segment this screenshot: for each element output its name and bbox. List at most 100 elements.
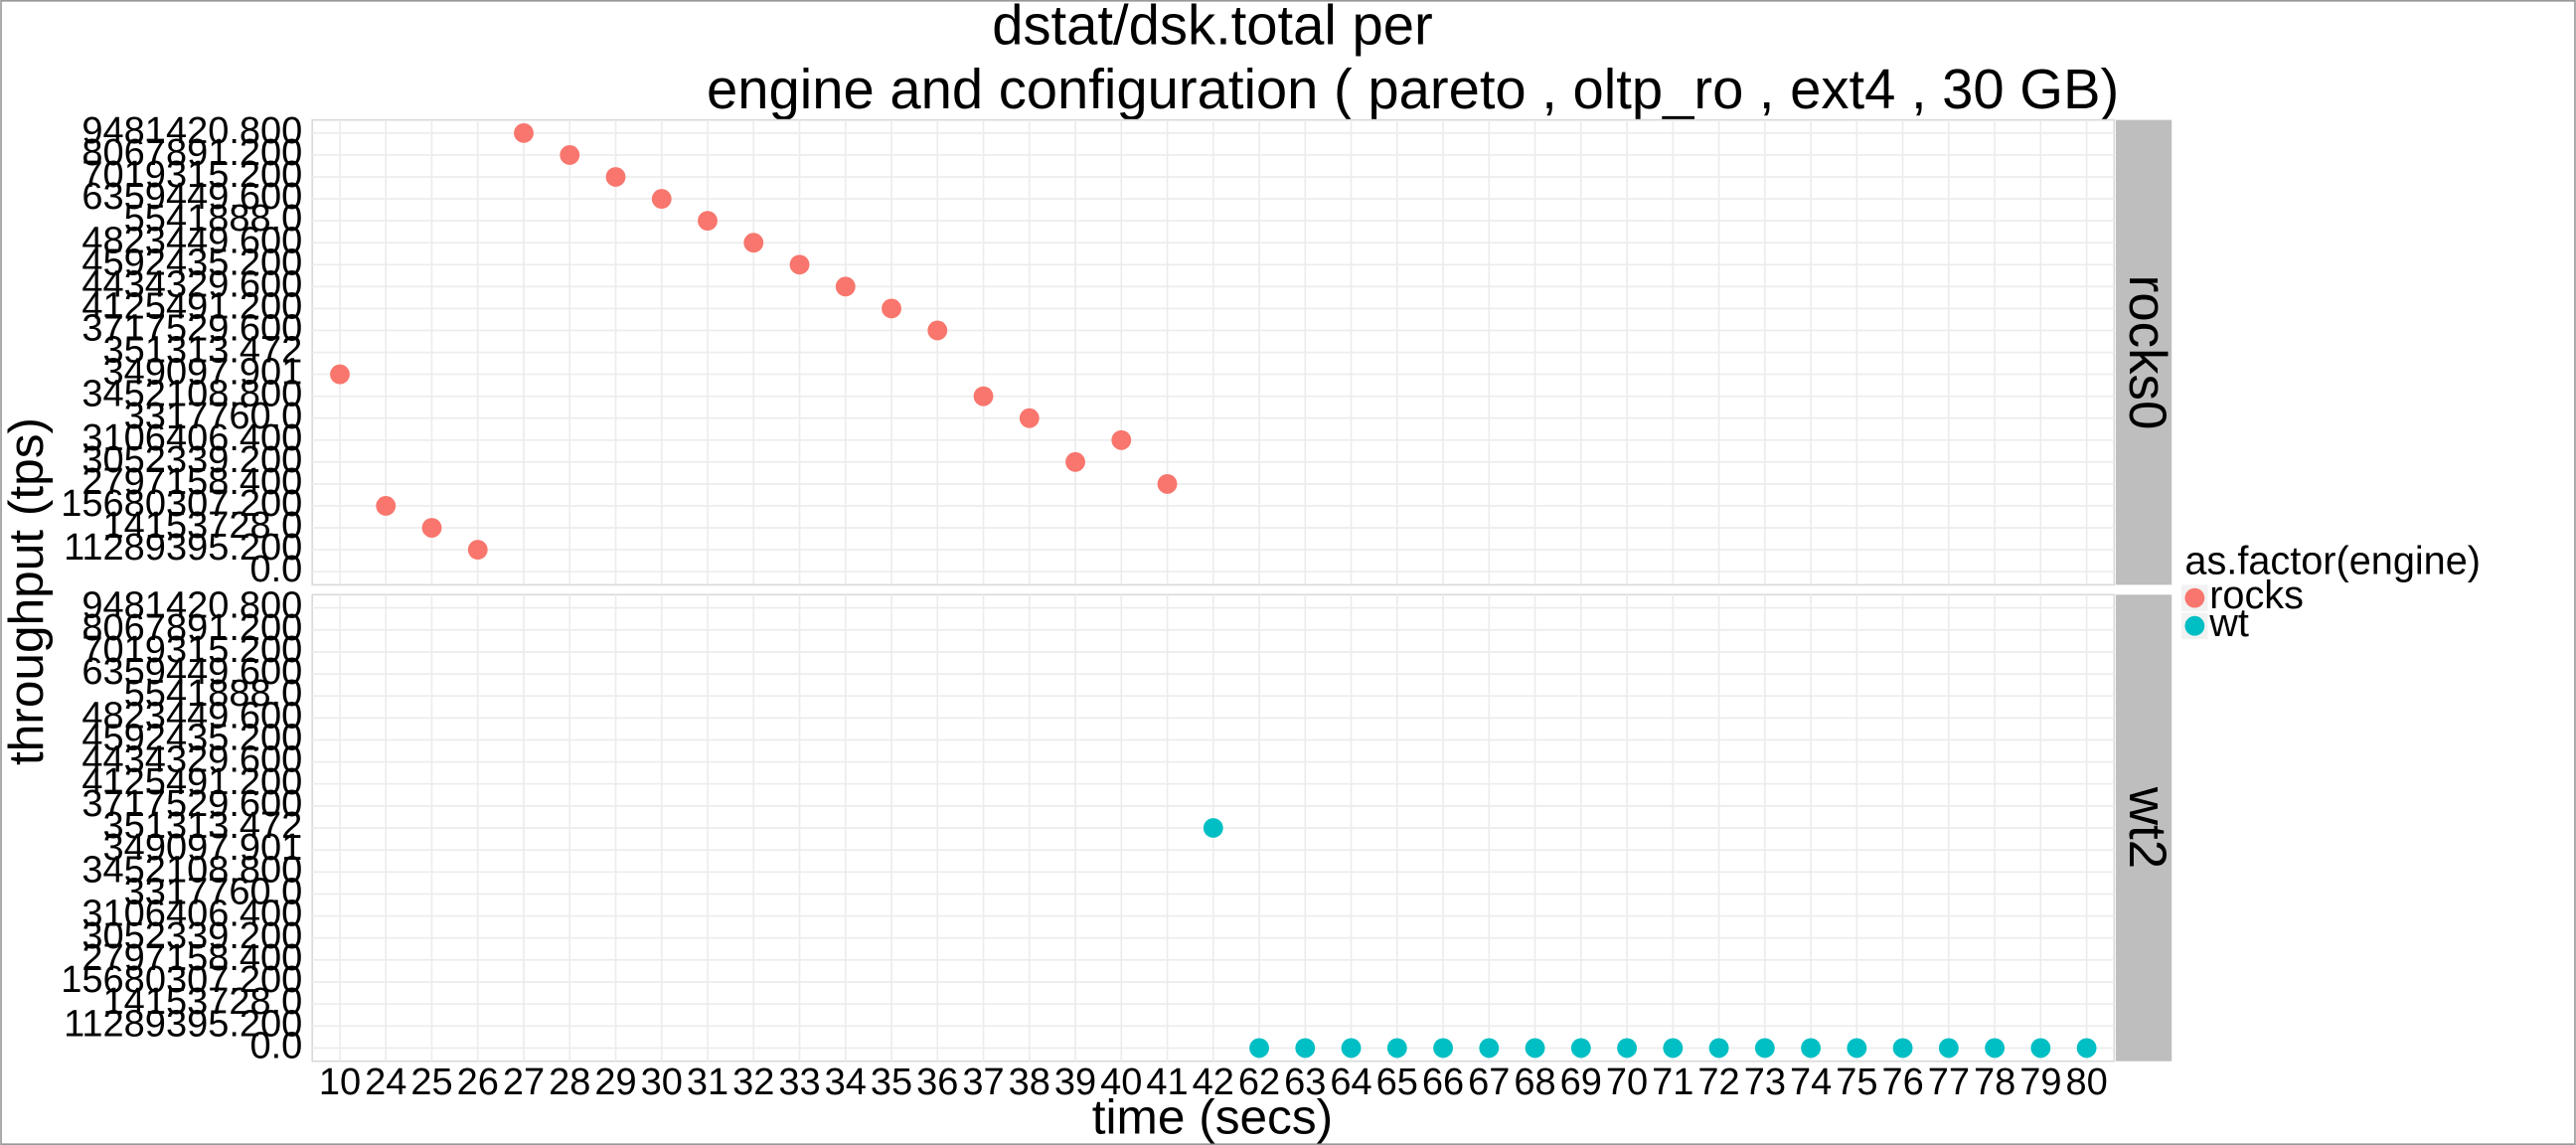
point — [1433, 1038, 1453, 1059]
y-tick-label: 4125491.200 — [81, 761, 302, 803]
legend-label: rocks — [2209, 573, 2304, 617]
legend-marker — [2184, 615, 2205, 636]
point — [973, 386, 994, 407]
point — [1019, 408, 1040, 428]
x-tick-label: 24 — [365, 1062, 406, 1103]
point — [2076, 1038, 2097, 1059]
legend-label: wt — [2208, 601, 2249, 645]
point — [698, 211, 718, 232]
x-tick-label: 67 — [1468, 1062, 1510, 1103]
x-tick-label: 39 — [1054, 1062, 1096, 1103]
x-tick-label: 36 — [916, 1062, 958, 1103]
point — [1203, 818, 1223, 838]
x-tick-label: 29 — [594, 1062, 636, 1103]
x-tick-label: 73 — [1744, 1062, 1786, 1103]
point — [1065, 451, 1085, 472]
point — [514, 122, 534, 143]
legend-marker — [2184, 587, 2205, 608]
y-tick-label: 4434329.600 — [81, 739, 302, 781]
point — [1525, 1038, 1545, 1059]
y-tick-label: 5541888.0 — [124, 198, 303, 240]
y-tick-label: 3717529.600 — [81, 783, 302, 825]
point — [1617, 1038, 1637, 1059]
chart-title: engine and configuration ( pareto , oltp… — [707, 58, 2119, 120]
y-tick-label: 2797158.400 — [81, 937, 302, 979]
y-tick-label: 6359449.600 — [81, 651, 302, 693]
x-tick-label: 70 — [1606, 1062, 1648, 1103]
y-tick-label: 3052339.200 — [81, 915, 302, 957]
x-tick-label: 75 — [1836, 1062, 1877, 1103]
y-tick-label: 349097.901 — [103, 827, 303, 869]
y-tick-label: 3452108.800 — [81, 374, 302, 415]
y-tick-label: 4434329.600 — [81, 263, 302, 305]
point — [467, 540, 488, 561]
y-tick-label: 349097.901 — [103, 352, 303, 394]
x-tick-label: 35 — [871, 1062, 912, 1103]
facet-strip — [2116, 594, 2173, 1062]
point — [743, 233, 764, 253]
point — [1341, 1038, 1362, 1059]
y-tick-label: 9481420.800 — [81, 110, 302, 152]
x-tick-label: 28 — [549, 1062, 590, 1103]
y-tick-label: 4592435.200 — [81, 242, 302, 283]
point — [789, 254, 810, 275]
x-tick-label: 63 — [1284, 1062, 1326, 1103]
point — [1801, 1038, 1822, 1059]
legend-title: as.factor(engine) — [2184, 539, 2481, 582]
x-tick-label: 62 — [1238, 1062, 1280, 1103]
x-tick-label: 69 — [1560, 1062, 1602, 1103]
x-tick-label: 65 — [1376, 1062, 1418, 1103]
y-tick-label: 4125491.200 — [81, 285, 302, 327]
y-tick-label: 351313.472 — [103, 805, 303, 847]
point — [1754, 1038, 1775, 1059]
y-tick-label: 4823449.600 — [81, 220, 302, 261]
y-tick-label: 14153728.0 — [103, 981, 303, 1023]
point — [605, 167, 626, 187]
point — [560, 145, 580, 165]
x-tick-label: 64 — [1330, 1062, 1371, 1103]
x-tick-label: 41 — [1146, 1062, 1188, 1103]
y-tick-label: 351313.472 — [103, 330, 303, 372]
x-tick-label: 37 — [962, 1062, 1004, 1103]
y-tick-label: 9481420.800 — [81, 585, 302, 627]
x-tick-label: 32 — [732, 1062, 774, 1103]
x-tick-label: 31 — [687, 1062, 728, 1103]
point — [835, 276, 856, 297]
y-tick-label: 3052339.200 — [81, 439, 302, 481]
x-tick-label: 27 — [503, 1062, 545, 1103]
chart-title: dstat/dsk.total per — [992, 0, 1433, 57]
x-tick-label: 33 — [778, 1062, 820, 1103]
y-tick-label: 11289395.200 — [64, 527, 302, 569]
x-tick-label: 77 — [1928, 1062, 1970, 1103]
y-tick-label: 4592435.200 — [81, 717, 302, 758]
y-tick-label: 5541888.0 — [124, 673, 303, 715]
x-tick-label: 25 — [410, 1062, 452, 1103]
y-tick-label: 3106406.400 — [81, 894, 302, 935]
x-tick-label: 72 — [1697, 1062, 1739, 1103]
x-tick-label: 74 — [1790, 1062, 1832, 1103]
y-tick-label: 0.0 — [249, 1025, 302, 1066]
x-tick-label: 42 — [1193, 1062, 1234, 1103]
y-tick-label: 11289395.200 — [64, 1003, 302, 1045]
y-tick-label: 6359449.600 — [81, 176, 302, 218]
point — [1479, 1038, 1500, 1059]
x-tick-label: 80 — [2065, 1062, 2107, 1103]
y-tick-label: 3717529.600 — [81, 308, 302, 350]
point — [421, 518, 442, 538]
x-tick-label: 10 — [319, 1062, 361, 1103]
point — [927, 320, 948, 341]
point — [330, 364, 350, 385]
facet-label: wt2 — [2118, 786, 2176, 869]
point — [651, 189, 672, 209]
y-tick-label: 8067891.200 — [81, 132, 302, 174]
y-tick-label: 7019315.200 — [81, 629, 302, 671]
point — [1570, 1038, 1591, 1059]
x-tick-label: 68 — [1514, 1062, 1555, 1103]
point — [1157, 473, 1178, 494]
y-tick-label: 3317760.0 — [124, 396, 303, 437]
y-tick-label: 15680307.200 — [61, 959, 302, 1001]
point — [882, 298, 901, 319]
point — [1295, 1038, 1316, 1059]
y-tick-label: 14153728.0 — [103, 505, 303, 547]
